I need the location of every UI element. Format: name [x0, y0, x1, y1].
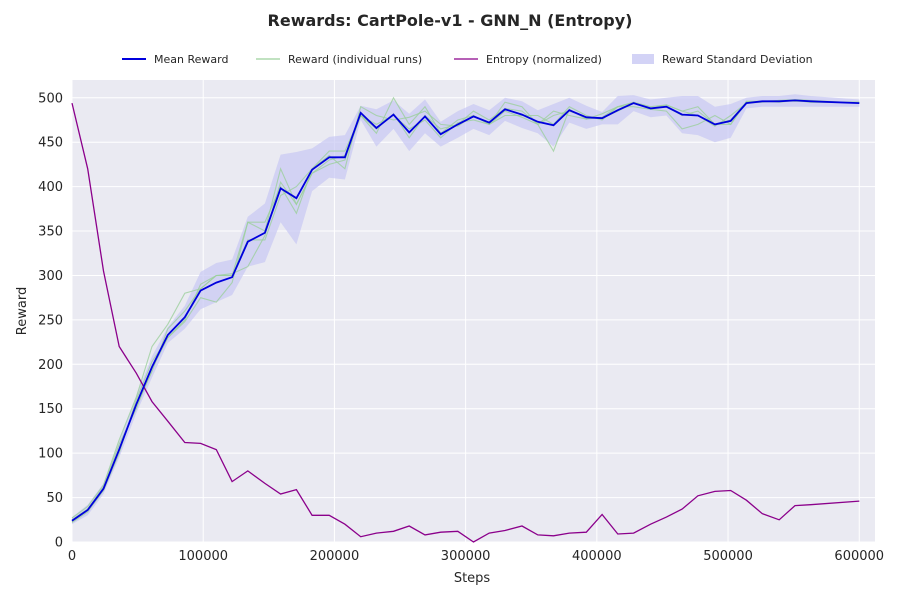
x-axis-label: Steps [454, 571, 491, 586]
x-tick-label: 300000 [441, 549, 491, 564]
legend-entropy: Entropy (normalized) [454, 53, 602, 66]
legend-std-deviation-label: Reward Standard Deviation [662, 53, 813, 66]
y-tick-label: 350 [38, 225, 63, 240]
legend-std-deviation-swatch [632, 54, 654, 64]
individual-run-line-1 [71, 99, 860, 523]
y-tick-label: 150 [38, 402, 63, 417]
mean-reward-line [71, 99, 860, 522]
x-tick-label: 600000 [834, 549, 884, 564]
legend-mean-reward: Mean Reward [122, 53, 228, 66]
x-tick-label: 100000 [178, 549, 228, 564]
y-tick-label: 100 [38, 447, 63, 462]
y-tick-label: 500 [38, 91, 63, 106]
y-tick-label: 0 [55, 536, 63, 551]
chart-title: Rewards: CartPole-v1 - GNN_N (Entropy) [268, 11, 633, 30]
legend-mean-reward-label: Mean Reward [154, 53, 228, 66]
mean-layer [71, 99, 860, 522]
y-tick-label: 400 [38, 180, 63, 195]
tick-labels: 0 100000 200000 300000 400000 500000 600000 0 50… [38, 91, 884, 564]
x-tick-label: 400000 [572, 549, 622, 564]
y-tick-label: 450 [38, 136, 63, 151]
legend-entropy-label: Entropy (normalized) [486, 53, 602, 66]
legend-individual-runs-label: Reward (individual runs) [288, 53, 422, 66]
x-tick-label: 0 [68, 549, 76, 564]
y-tick-label: 300 [38, 269, 63, 284]
x-tick-label: 200000 [310, 549, 360, 564]
y-tick-label: 50 [46, 491, 63, 506]
legend: Mean Reward Reward (individual runs) Entro… [122, 53, 813, 66]
legend-std-deviation: Reward Standard Deviation [632, 53, 813, 66]
y-axis-label: Reward [15, 287, 30, 335]
plot-area [72, 80, 875, 542]
entropy-line [71, 102, 860, 543]
y-tick-label: 250 [38, 313, 63, 328]
reward-std-band [72, 94, 860, 525]
y-tick-label: 200 [38, 358, 63, 373]
entropy-layer [71, 102, 860, 543]
x-tick-label: 500000 [703, 549, 753, 564]
std-band-layer [72, 94, 860, 525]
legend-individual-runs: Reward (individual runs) [256, 53, 422, 66]
